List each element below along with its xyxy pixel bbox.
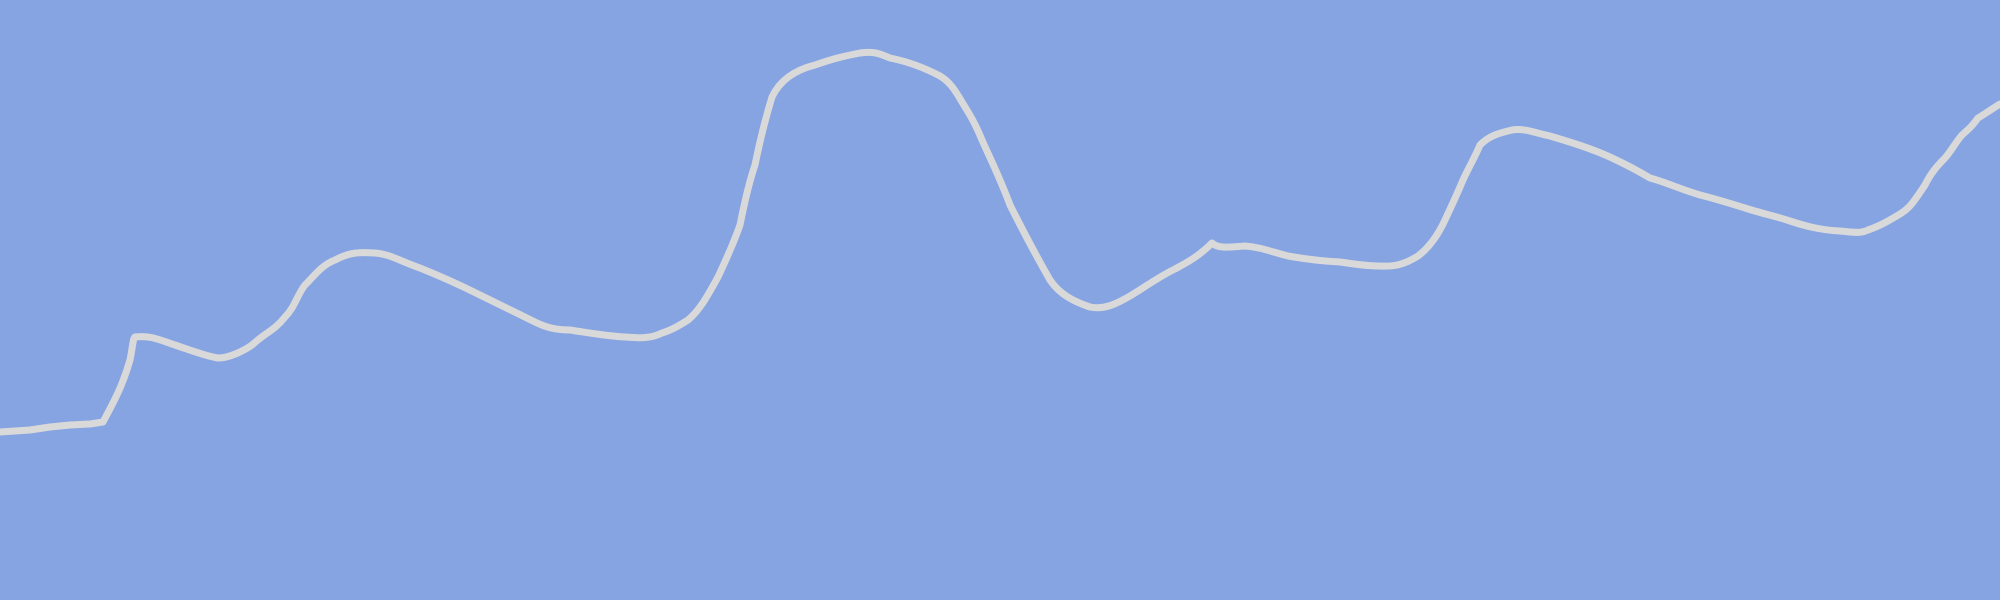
wavy-line-icon — [0, 48, 2000, 436]
